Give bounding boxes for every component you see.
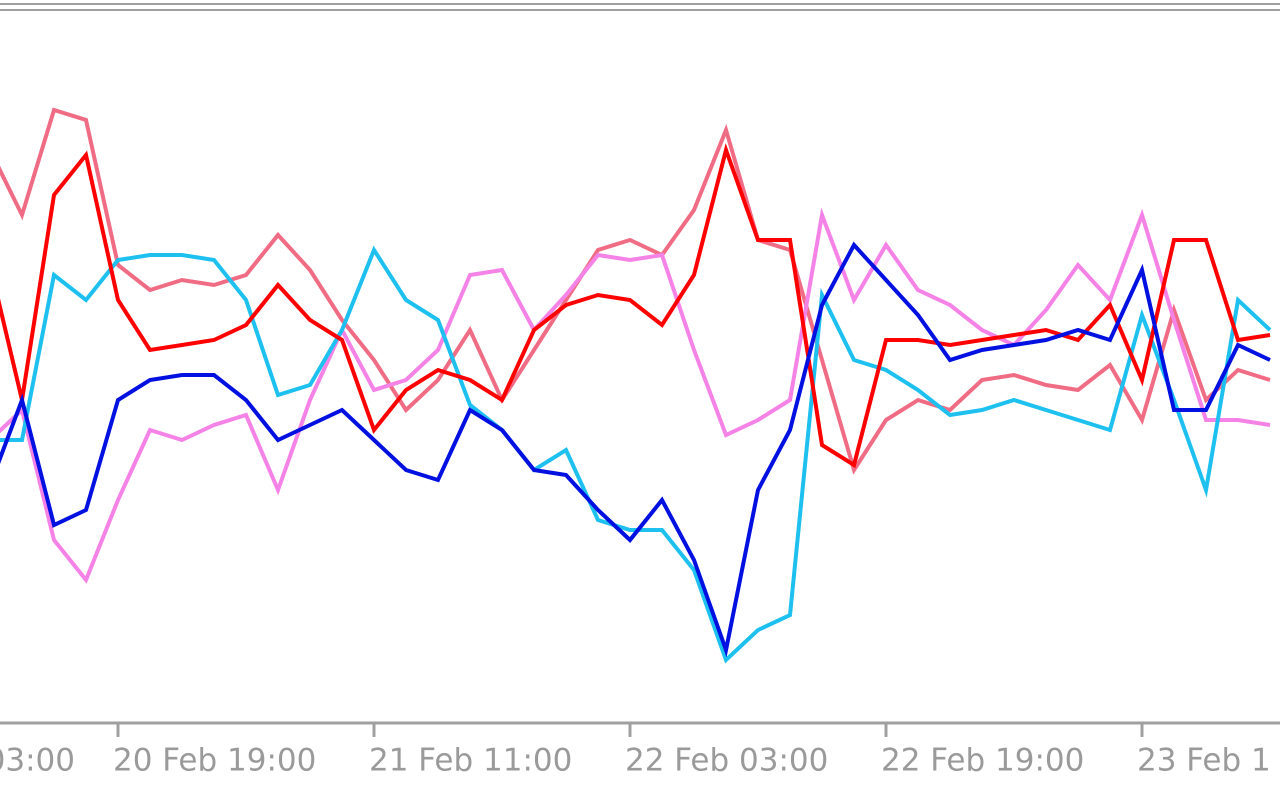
series-line (0, 107, 1271, 475)
series-line (0, 207, 1271, 584)
x-tick-label: 20 Feb 19:00 (113, 743, 316, 779)
x-tick-label: 03:00 (0, 743, 75, 779)
series-line (0, 143, 1271, 469)
series-line (0, 245, 1272, 664)
x-tick-label: 22 Feb 19:00 (881, 743, 1084, 779)
x-tick-label: 21 Feb 11:00 (369, 743, 572, 779)
x-tick-label: 23 Feb 1 (1137, 743, 1271, 779)
series-line (0, 241, 1271, 658)
x-tick-label: 22 Feb 03:00 (625, 743, 828, 779)
